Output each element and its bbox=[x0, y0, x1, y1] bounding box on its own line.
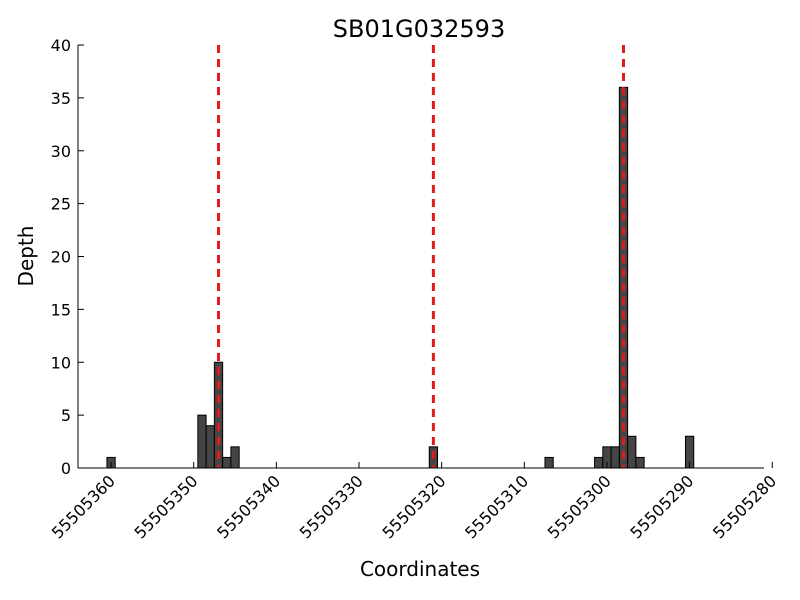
chart-title: SB01G032593 bbox=[333, 15, 505, 43]
x-tick-label: 55505350 bbox=[131, 471, 202, 542]
y-tick-label: 5 bbox=[61, 406, 71, 425]
y-tick-label: 35 bbox=[51, 89, 71, 108]
y-tick-label: 15 bbox=[51, 300, 71, 319]
x-tick-label: 55505310 bbox=[461, 471, 532, 542]
x-axis-label: Coordinates bbox=[360, 557, 480, 581]
bar bbox=[222, 456, 232, 469]
y-tick-label: 40 bbox=[51, 36, 71, 55]
bar bbox=[594, 456, 604, 469]
y-tick-label: 0 bbox=[61, 459, 71, 478]
y-tick-label: 30 bbox=[51, 142, 71, 161]
marker-lines-group bbox=[217, 45, 625, 468]
bar bbox=[627, 435, 637, 469]
y-tick-label: 25 bbox=[51, 195, 71, 214]
bar bbox=[544, 456, 554, 469]
y-tick-label: 20 bbox=[51, 248, 71, 267]
x-tick-label: 55505340 bbox=[213, 471, 284, 542]
x-tick-label: 55505330 bbox=[296, 471, 367, 542]
bar bbox=[205, 425, 215, 469]
bar bbox=[610, 446, 620, 469]
y-tick-label: 10 bbox=[51, 353, 71, 372]
x-tick-label: 55505300 bbox=[544, 471, 615, 542]
bars-group bbox=[106, 86, 695, 469]
x-ticks-group: 55505360 55505350 55505340 55505330 55505320… bbox=[48, 462, 780, 542]
y-axis-label: Depth bbox=[14, 226, 38, 287]
x-tick-label: 55505320 bbox=[378, 471, 449, 542]
bar bbox=[635, 456, 645, 469]
x-tick-label: 55505360 bbox=[48, 471, 119, 542]
x-tick-label: 55505290 bbox=[626, 471, 697, 542]
bar bbox=[197, 414, 207, 469]
bar bbox=[230, 446, 240, 469]
y-ticks-group: 0 5 10 15 20 25 30 35 40 bbox=[51, 36, 84, 478]
x-tick-label: 55505280 bbox=[709, 471, 780, 542]
